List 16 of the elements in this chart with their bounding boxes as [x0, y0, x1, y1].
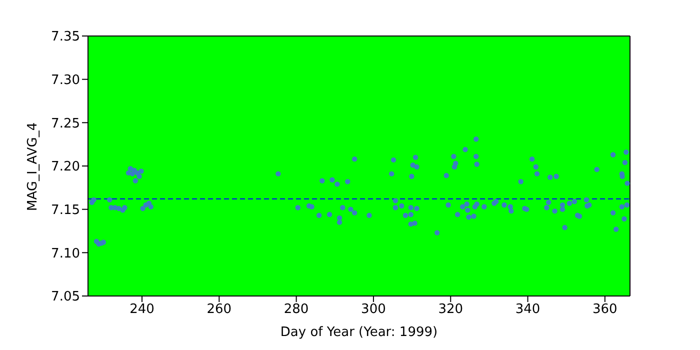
x-tick-label: 340: [515, 302, 540, 318]
x-tick-label: 240: [130, 302, 154, 318]
y-tick-label: 7.10: [51, 246, 80, 262]
y-tick-label: 7.35: [51, 30, 80, 45]
y-tick-label: 7.25: [51, 116, 80, 132]
x-tick-label: 320: [438, 302, 464, 318]
y-tick-label: 7.15: [51, 202, 80, 218]
y-tick-label: 7.05: [51, 290, 80, 305]
y-tick-label: 7.20: [51, 160, 80, 175]
x-tick-label: 300: [361, 302, 386, 318]
y-tick-label: 7.30: [51, 72, 80, 88]
y-axis-title: MAG_I_AVG_4: [26, 122, 41, 211]
x-axis-title: Day of Year (Year: 1999): [280, 325, 438, 340]
x-tick-label: 360: [592, 302, 618, 318]
x-tick-label: 280: [284, 302, 309, 318]
x-tick-label: 260: [206, 302, 232, 318]
